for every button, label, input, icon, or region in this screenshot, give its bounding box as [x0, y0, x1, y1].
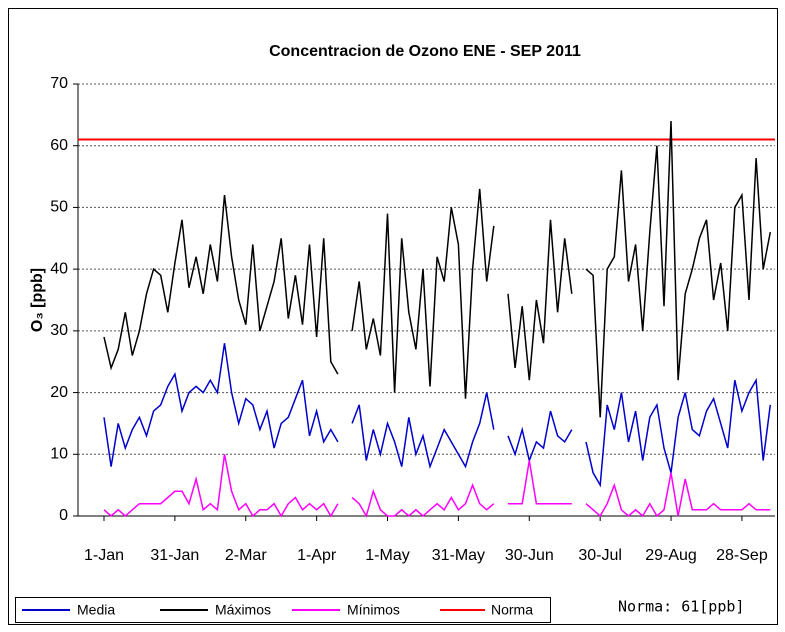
legend-label: Máximos — [215, 602, 271, 618]
y-tick-label: 20 — [50, 384, 68, 401]
legend-label: Mínimos — [347, 602, 400, 618]
x-tick-label: 31-Jan — [150, 547, 199, 564]
series-line — [103, 120, 772, 418]
x-tick-label: 31-May — [432, 547, 485, 564]
x-tick-label: 1-Jan — [84, 547, 124, 564]
legend-label: Media — [77, 602, 115, 618]
y-axis-label: O₃ [ppb] — [29, 268, 46, 332]
x-tick-label: 28-Sep — [716, 547, 768, 564]
annotation: Norma: 61[ppb] — [618, 598, 744, 616]
series-line — [103, 343, 772, 488]
x-tick-label: 30-Jul — [578, 547, 622, 564]
x-tick-label: 30-Jun — [505, 547, 554, 564]
y-tick-label: 50 — [50, 199, 68, 216]
chart-title: Concentracion de Ozono ENE - SEP 2011 — [269, 43, 581, 60]
series-line — [103, 454, 771, 518]
y-tick-label: 70 — [50, 75, 68, 92]
y-tick-label: 40 — [50, 260, 68, 277]
x-tick-label: 1-Apr — [297, 547, 337, 564]
y-tick-label: 30 — [50, 322, 68, 339]
chart-border — [8, 8, 778, 625]
legend-label: Norma — [491, 602, 533, 618]
x-tick-label: 2-Mar — [225, 547, 267, 564]
y-tick-label: 0 — [59, 507, 68, 524]
y-tick-label: 10 — [50, 446, 68, 463]
x-tick-label: 1-May — [365, 547, 409, 564]
y-tick-label: 60 — [50, 137, 68, 154]
x-tick-label: 29-Aug — [645, 547, 697, 564]
